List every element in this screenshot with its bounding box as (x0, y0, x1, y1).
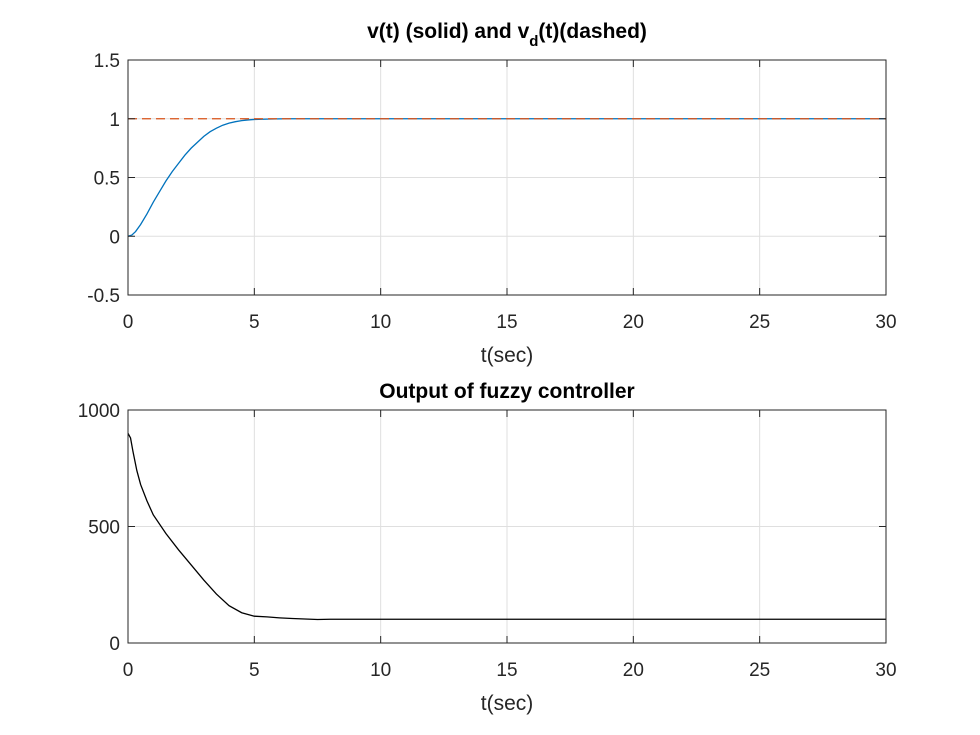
top-grid (127, 59, 887, 296)
top-ytick-label: -0.5 (87, 286, 120, 307)
top-xtick-label: 0 (123, 312, 134, 333)
bottom-xtick-label: 25 (749, 660, 770, 681)
bottom-xtick-label: 0 (123, 660, 134, 681)
bottom-xtick-label: 5 (249, 660, 260, 681)
bottom-series (127, 432, 886, 621)
bottom-ticks: 0 5 10 15 20 25 30 0 500 1000 (78, 401, 897, 681)
bottom-xtick-label: 30 (875, 660, 896, 681)
top-ytick-label: 1 (109, 110, 120, 131)
bottom-xtick-label: 20 (623, 660, 644, 681)
bottom-title: Output of fuzzy controller (379, 380, 634, 403)
top-xtick-label: 25 (749, 312, 770, 333)
bottom-xlabel: t(sec) (481, 692, 534, 715)
bottom-axes: 0 5 10 15 20 25 30 0 500 1000 Output of fuzzy con… (78, 380, 897, 715)
top-title: v(t) (solid) and vd(t)(dashed) (367, 20, 647, 50)
top-axes: 0 5 10 15 20 25 30-0.500.511.5 v(t) (solid) an… (87, 20, 896, 367)
top-ytick-label: 0.5 (94, 169, 120, 190)
bottom-xtick-label: 15 (496, 660, 517, 681)
top-xtick-label: 5 (249, 312, 260, 333)
top-xtick-label: 10 (370, 312, 391, 333)
bottom-grid (127, 409, 887, 644)
bottom-ytick-label: 1000 (78, 401, 120, 422)
top-ytick-label: 0 (109, 227, 120, 248)
bottom-ytick-label: 0 (109, 634, 120, 655)
bottom-xtick-label: 10 (370, 660, 391, 681)
top-xtick-label: 30 (875, 312, 896, 333)
top-xtick-label: 15 (496, 312, 517, 333)
bottom-series-line-solid (127, 432, 886, 621)
top-ytick-label: 1.5 (94, 51, 120, 72)
top-title-subscript: d (529, 33, 538, 50)
top-series (127, 118, 886, 237)
top-xlabel: t(sec) (481, 344, 534, 367)
top-xtick-label: 20 (623, 312, 644, 333)
top-ticks: 0 5 10 15 20 25 30-0.500.511.5 (87, 51, 896, 333)
bottom-ytick-label: 500 (88, 518, 120, 539)
